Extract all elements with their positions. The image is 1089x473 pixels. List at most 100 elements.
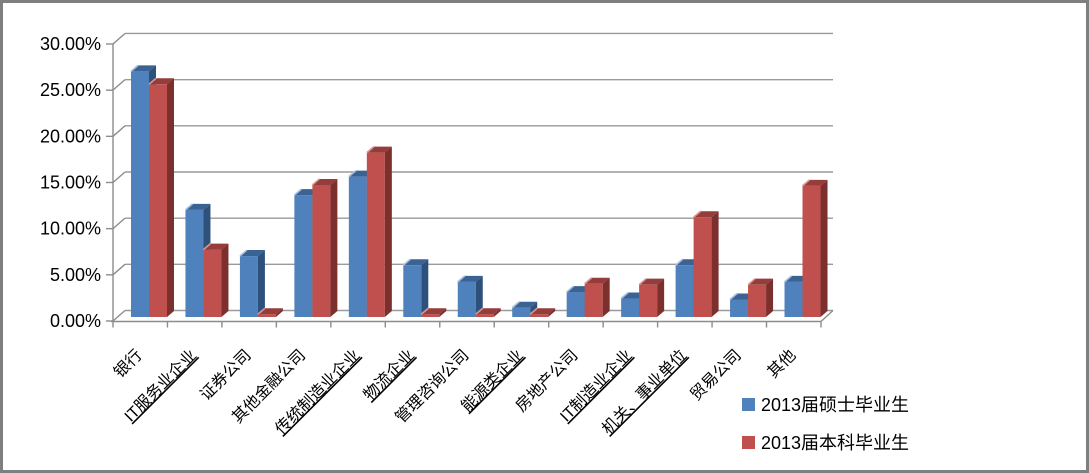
master-bar	[729, 292, 738, 301]
master-bar	[620, 291, 629, 300]
bachelor-bar	[202, 242, 211, 251]
bar-group-5	[402, 258, 447, 317]
bachelor-bar	[747, 278, 756, 286]
bar-group-10	[675, 210, 719, 317]
master-bar	[475, 275, 483, 317]
master-bar	[566, 292, 585, 317]
bachelor-bar	[257, 314, 276, 317]
bachelor-bar	[203, 249, 222, 317]
master-bar	[675, 258, 684, 266]
x-axis-category-label: 其他	[764, 346, 799, 381]
y-axis-tick-label: 15.00%	[40, 172, 101, 192]
y-tick-diagonal	[112, 217, 126, 230]
y-axis-tick-label: 5.00%	[50, 265, 101, 285]
bachelor-bar	[475, 307, 484, 315]
bachelor-bar	[439, 308, 447, 317]
bachelor-bar	[384, 146, 392, 317]
bachelor-bar	[493, 308, 501, 317]
master-bar	[512, 307, 531, 317]
bachelor-bar	[801, 179, 811, 187]
master-bar	[239, 256, 258, 317]
bachelor-bar	[584, 283, 603, 317]
bar-group-1	[184, 203, 229, 317]
bachelor-bar	[148, 77, 157, 85]
y-tick-diagonal	[112, 79, 126, 91]
master-bar	[403, 265, 422, 317]
y-axis-tick-label: 0.00%	[50, 311, 101, 331]
bar-group-6	[457, 275, 501, 317]
master-bar	[566, 285, 575, 293]
bachelor-bar	[802, 185, 821, 317]
bachelor-bar	[275, 308, 283, 317]
bachelor-bar	[693, 217, 712, 317]
bachelor-bar	[638, 278, 647, 286]
legend-swatch-bachelor	[742, 436, 755, 449]
bachelor-bar	[639, 284, 658, 317]
x-axis-category-label: 证券公司	[197, 346, 255, 404]
bar-group-7	[511, 301, 556, 317]
y-tick-diagonal	[112, 309, 126, 322]
bachelor-bar	[584, 277, 593, 285]
master-bar	[457, 281, 476, 317]
master-bar	[784, 281, 803, 317]
bachelor-bar	[748, 284, 767, 317]
bachelor-bar	[820, 179, 828, 317]
bachelor-bar	[221, 243, 229, 317]
bachelor-bar	[602, 277, 610, 317]
bar-group-11	[729, 278, 774, 317]
bar-group-12	[783, 179, 828, 317]
master-bar	[257, 250, 265, 317]
y-axis-tick-label: 25.00%	[40, 80, 101, 100]
bachelor-bar	[529, 307, 538, 315]
master-bar	[421, 259, 429, 317]
bachelor-bar	[149, 84, 167, 318]
bar-group-0	[130, 64, 174, 318]
x-axis-category-label: 物流企业	[360, 346, 418, 404]
x-axis-category-label: 贸易公司	[687, 346, 745, 404]
y-tick-diagonal	[112, 32, 126, 45]
master-bar	[675, 265, 694, 317]
bachelor-bar	[257, 307, 266, 315]
master-bar	[293, 188, 302, 196]
legend-label-master: 2013届硕士毕业生	[761, 395, 909, 415]
master-bar	[130, 64, 139, 72]
bachelor-bar	[366, 152, 385, 317]
bachelor-bar	[330, 178, 338, 317]
master-bar	[511, 301, 520, 309]
bar-group-9	[620, 278, 665, 317]
floor-right-edge	[820, 309, 834, 323]
y-axis-tick-label: 20.00%	[40, 126, 101, 146]
master-bar	[402, 258, 411, 266]
bachelor-bar	[311, 178, 320, 186]
bar-group-3	[293, 178, 338, 317]
master-bar	[621, 298, 640, 317]
bachelor-bar	[312, 184, 331, 317]
y-tick-diagonal	[112, 125, 126, 137]
bachelor-bar	[711, 211, 719, 317]
x-axis-category-label: 银行	[110, 346, 145, 381]
bar-group-8	[566, 277, 610, 317]
bachelor-bar	[657, 278, 665, 317]
bachelor-bar	[766, 278, 774, 317]
y-tick-diagonal	[112, 263, 126, 276]
master-bar	[131, 71, 149, 317]
master-bar	[185, 209, 204, 317]
y-tick-diagonal	[112, 171, 126, 184]
bachelor-bar	[530, 314, 549, 317]
bachelor-bar	[548, 308, 556, 317]
bar-group-4	[348, 146, 392, 317]
master-bar	[239, 249, 248, 257]
bachelor-bar	[167, 78, 174, 318]
master-bar	[457, 275, 466, 283]
bar-chart: 0.00% 5.00% 10.00% 15.00% 20.00% 25.00% 30.00%…	[40, 32, 909, 453]
bachelor-bar	[366, 146, 375, 154]
master-bar	[294, 195, 313, 317]
master-bar	[348, 176, 367, 317]
bachelor-bar	[420, 307, 429, 315]
bachelor-bar	[475, 314, 494, 317]
master-bar	[348, 170, 357, 178]
y-axis-tick-label: 10.00%	[40, 219, 101, 239]
master-bar	[783, 275, 793, 283]
legend-label-bachelor: 2013届本科毕业生	[761, 433, 909, 453]
